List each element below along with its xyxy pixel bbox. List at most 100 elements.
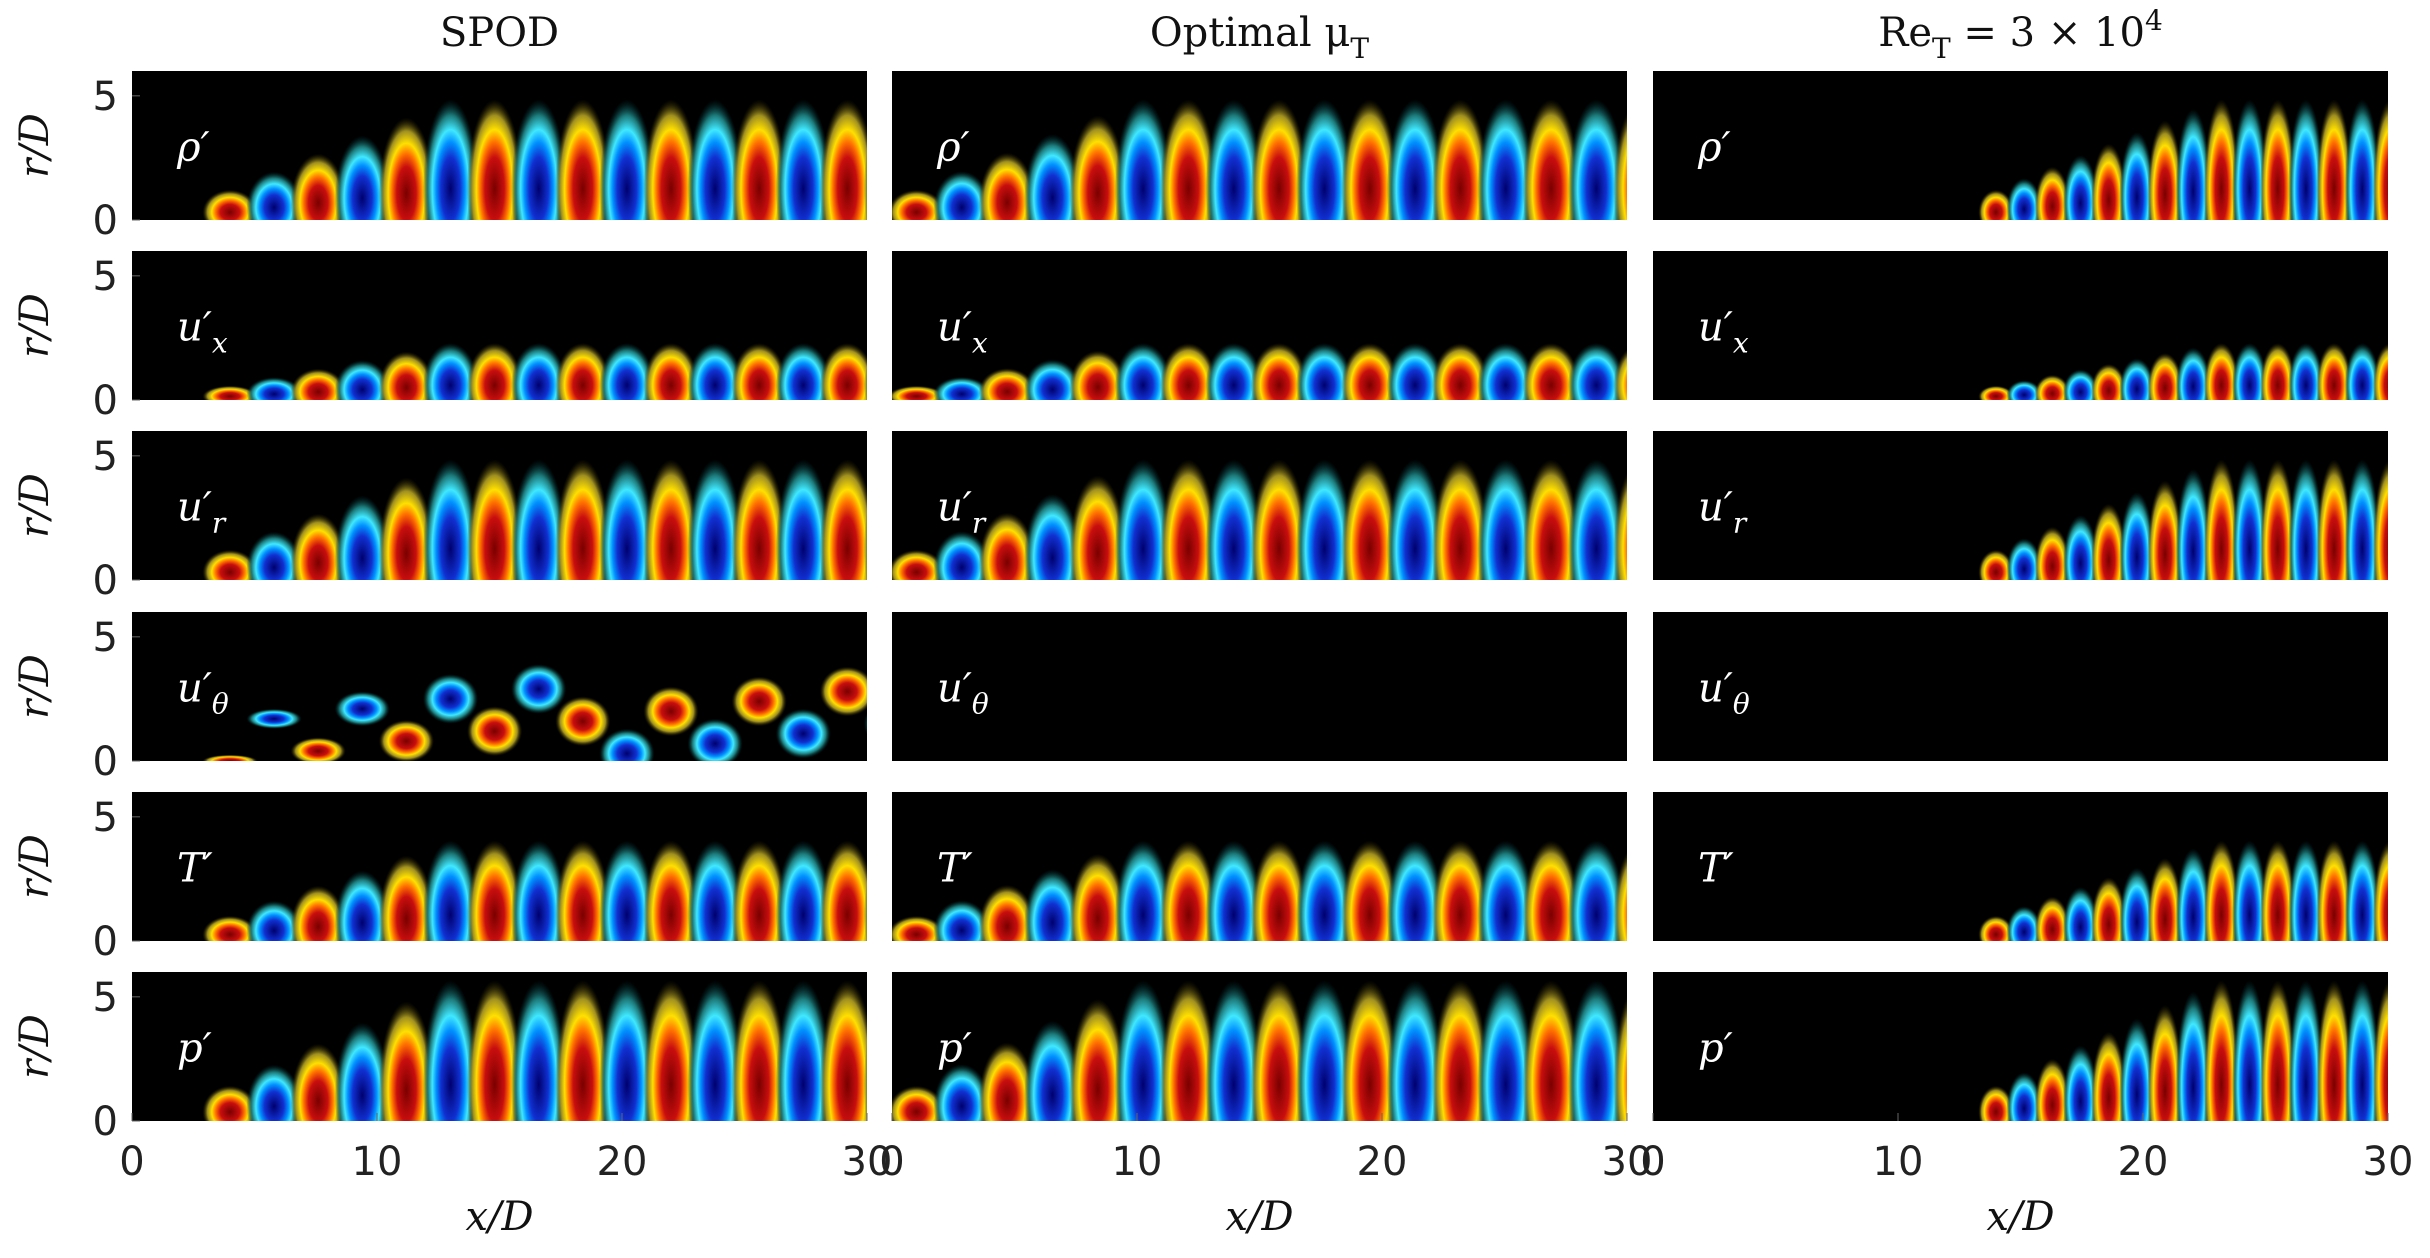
lobe: [2372, 343, 2388, 400]
y-tick-label: 0: [93, 739, 118, 785]
lobe: [2344, 99, 2380, 220]
x-tick-label: 20: [1357, 1139, 1408, 1185]
row-label-base: ρ′: [1697, 124, 1731, 170]
row-label: u′θ: [177, 665, 229, 720]
row-label: u′x: [1698, 304, 1749, 359]
lobe: [1250, 840, 1308, 941]
lobe: [731, 99, 787, 220]
lobe: [978, 884, 1036, 941]
lobe: [1613, 112, 1627, 220]
row-label-sub: θ: [212, 687, 229, 720]
lobe: [2260, 980, 2296, 1121]
lobe: [978, 512, 1036, 580]
lobe: [2091, 503, 2127, 580]
y-axis-label: r/D: [12, 293, 58, 358]
lobe: [1432, 459, 1489, 580]
lobe: [933, 171, 991, 220]
y-axis-label: r/D: [12, 654, 58, 719]
column-title: Optimal μT: [1150, 10, 1370, 65]
lobe: [1114, 840, 1172, 941]
lobe: [775, 99, 831, 220]
lobe: [1114, 99, 1172, 220]
row-label-base: u′: [1698, 665, 1733, 711]
lobe: [422, 459, 479, 580]
lobe: [246, 377, 302, 400]
lobe: [892, 385, 945, 400]
row-label-sub: x: [972, 326, 988, 359]
lobe: [2401, 459, 2430, 638]
lobe: [1613, 995, 1627, 1121]
lobe: [731, 343, 787, 400]
row-label: T′: [1698, 845, 1734, 891]
lobe: [1341, 840, 1399, 941]
lobe: [2316, 840, 2352, 941]
row-label: p′: [937, 1025, 972, 1071]
lobe: [1024, 1020, 1081, 1121]
lobe: [1069, 115, 1127, 220]
y-tick-label: 5: [93, 254, 118, 300]
lobe: [1386, 459, 1444, 580]
lobe: [775, 980, 831, 1121]
field: [202, 459, 867, 580]
lobe: [687, 99, 743, 220]
lobe: [1978, 385, 2014, 400]
lobe: [2147, 480, 2183, 580]
field: [1978, 459, 2430, 638]
lobe: [1568, 980, 1625, 1121]
lobe: [775, 459, 831, 580]
lobe: [1613, 349, 1627, 400]
lobe: [2372, 460, 2388, 580]
lobe: [246, 900, 302, 941]
lobe: [1386, 840, 1444, 941]
lobe: [2316, 459, 2352, 580]
lobe: [2175, 347, 2211, 400]
lobe: [378, 117, 434, 220]
lobe: [1522, 980, 1580, 1121]
lobe: [599, 728, 655, 761]
lobe: [1522, 99, 1580, 220]
lobe: [467, 99, 523, 220]
lobe: [1477, 840, 1535, 941]
lobe: [2401, 840, 2430, 989]
lobe: [1205, 459, 1263, 580]
lobe: [775, 708, 831, 759]
lobe: [2175, 468, 2211, 580]
lobe: [2316, 343, 2352, 400]
x-tick-label: 20: [2118, 1139, 2169, 1185]
row-label: u′θ: [1698, 665, 1750, 720]
lobe: [892, 189, 945, 220]
lobe: [555, 696, 611, 747]
lobe: [290, 368, 346, 400]
lobe: [1386, 980, 1444, 1121]
lobe: [2260, 99, 2296, 220]
row-label: ρ′: [936, 124, 970, 170]
lobe: [1069, 475, 1127, 580]
lobe: [933, 1064, 991, 1121]
row-label: ρ′: [1697, 124, 1731, 170]
row-label-sub: r: [972, 506, 987, 539]
row-label-base: u′: [177, 304, 212, 350]
lobe: [1296, 980, 1353, 1121]
lobe: [2091, 363, 2127, 400]
lobe: [2034, 1058, 2070, 1121]
lobe: [1386, 99, 1444, 220]
lobe: [2175, 848, 2211, 941]
lobe: [290, 1043, 346, 1121]
lobe: [1160, 980, 1217, 1121]
y-axis-label: r/D: [12, 473, 58, 538]
x-axis-label: x/D: [1986, 1194, 2054, 1240]
lobe: [1613, 472, 1627, 580]
row-label: T′: [177, 845, 213, 891]
lobe: [819, 840, 867, 941]
field: [202, 840, 867, 941]
lobe: [1341, 343, 1399, 400]
y-tick-label: 0: [93, 198, 118, 244]
lobe: [2288, 99, 2324, 220]
lobe: [378, 855, 434, 941]
lobe: [202, 385, 258, 400]
lobe: [422, 840, 479, 941]
lobe: [422, 343, 479, 400]
field: [892, 840, 1627, 941]
lobe: [731, 840, 787, 941]
lobe: [863, 880, 867, 941]
